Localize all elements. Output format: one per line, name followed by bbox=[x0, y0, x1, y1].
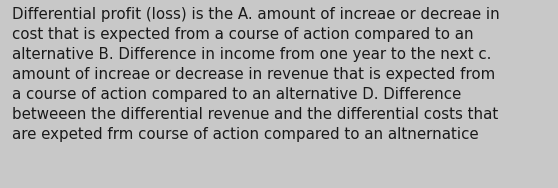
Text: Differential profit (loss) is the A. amount of increae or decreae in
cost that i: Differential profit (loss) is the A. amo… bbox=[12, 7, 500, 142]
